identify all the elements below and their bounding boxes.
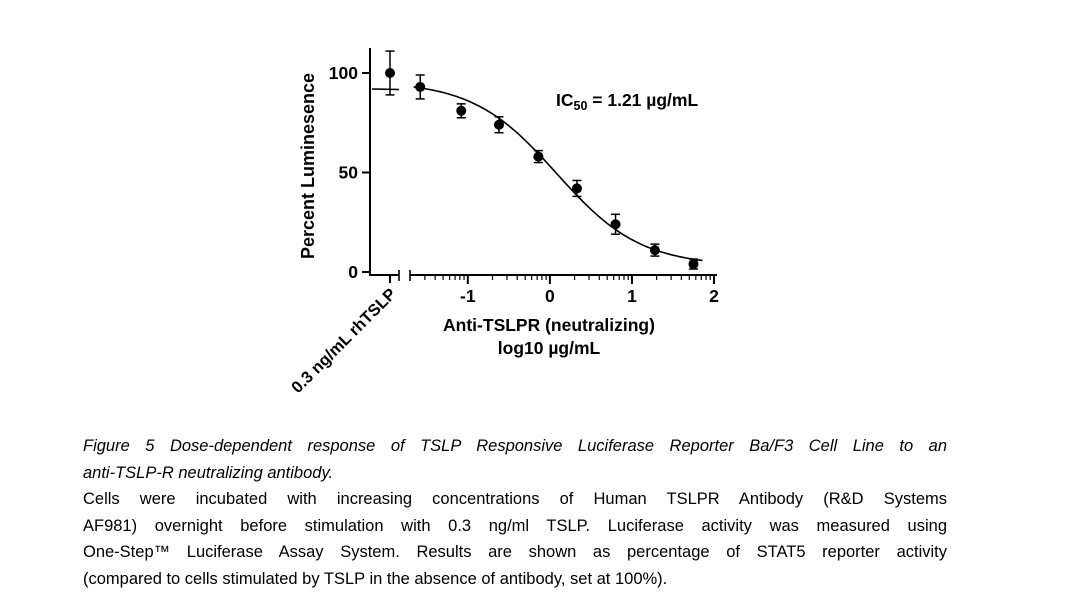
- control-data-point: [385, 68, 395, 78]
- data-point: [493, 119, 504, 130]
- y-tick-label: 100: [329, 63, 358, 83]
- y-tick-label: 0: [348, 262, 358, 282]
- control-point-label: 0.3 ng/mL rhTSLP: [288, 285, 400, 397]
- x-axis-label-line1: Anti-TSLPR (neutralizing): [443, 315, 655, 335]
- x-tick-label: 2: [709, 286, 719, 306]
- caption-title-line: anti-TSLP-R neutralizing antibody.: [83, 463, 334, 482]
- figure-caption: Figure 5 Dose-dependent response of TSLP…: [83, 433, 947, 592]
- x-tick-label: 0: [545, 286, 555, 306]
- y-axis-label: Percent Luminesence: [298, 73, 318, 259]
- y-tick-label: 50: [339, 163, 359, 183]
- data-point: [415, 81, 426, 92]
- x-tick-label: 1: [627, 286, 637, 306]
- data-point: [533, 151, 544, 162]
- caption-body-line: (compared to cells stimulated by TSLP in…: [83, 569, 668, 588]
- caption-body-line: One-Step™ Luciferase Assay System. Resul…: [83, 543, 947, 561]
- caption-body-line: Cells were incubated with increasing con…: [83, 490, 947, 508]
- data-point: [649, 245, 660, 256]
- data-point: [571, 183, 582, 194]
- ic50-annotation: IC50 = 1.21 µg/mL: [556, 90, 698, 113]
- x-tick-label: -1: [460, 286, 476, 306]
- x-axis-label-line2: log10 µg/mL: [498, 338, 601, 358]
- data-point: [688, 259, 699, 270]
- caption-title-line: Figure 5 Dose-dependent response of TSLP…: [83, 437, 947, 455]
- data-point: [456, 105, 467, 116]
- data-point: [610, 219, 621, 230]
- dose-response-chart: 0 50 100 -1 0 1 2 Percent Luminesence Anti-TSLPR…: [288, 48, 719, 397]
- fit-curve-control-stub: [371, 88, 400, 91]
- caption-body-line: AF981) overnight before stimulation with…: [83, 516, 947, 535]
